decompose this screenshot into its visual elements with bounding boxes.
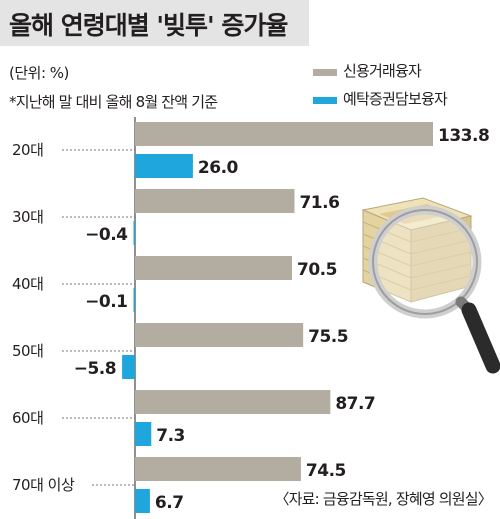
bar-credit (135, 323, 304, 347)
legend-label-credit: 신용거래융자 (343, 62, 422, 80)
bar-securities (133, 221, 135, 245)
value-label-securities: 26.0 (198, 158, 239, 178)
value-label-securities: −5.8 (74, 359, 116, 379)
value-label-securities: 7.3 (156, 426, 185, 446)
bar-securities (133, 288, 135, 312)
category-label: 30대 (12, 208, 43, 226)
value-label-credit: 87.7 (335, 394, 375, 414)
value-label-credit: 70.5 (297, 260, 337, 280)
legend-label-securities: 예탁증권담보융자 (343, 90, 448, 108)
bar-credit (135, 457, 301, 481)
bar-credit (135, 256, 293, 280)
category-label: 60대 (12, 409, 43, 427)
source-label: 〈자료: 금융감독원, 장혜영 의원실〉 (274, 490, 492, 508)
legend-swatch-credit (313, 69, 337, 76)
bar-credit (135, 189, 295, 213)
bar-securities (135, 154, 193, 178)
chart-title: 올해 연령대별 '빚투' 증가율 (9, 11, 288, 40)
bar-securities (135, 489, 150, 513)
category-label: 70대 이상 (12, 476, 75, 494)
value-label-credit: 71.6 (299, 193, 339, 213)
value-label-credit: 74.5 (306, 461, 346, 481)
money-stack-magnifier-icon (361, 197, 500, 374)
category-label: 40대 (12, 275, 43, 293)
value-label-credit: 75.5 (308, 327, 348, 347)
value-label-securities: −0.1 (85, 292, 127, 312)
category-label: 20대 (12, 141, 43, 159)
title-bar (0, 0, 309, 46)
legend-swatch-securities (313, 97, 337, 104)
category-label: 50대 (12, 342, 43, 360)
bar-credit (135, 122, 433, 146)
bar-credit (135, 390, 331, 414)
bar-securities (135, 422, 152, 446)
bar-securities (122, 355, 135, 379)
value-label-securities: 6.7 (155, 493, 184, 513)
footnote: *지난해 말 대비 올해 8월 잔액 기준 (9, 93, 218, 111)
unit-label: (단위: %) (9, 64, 69, 82)
value-label-securities: −0.4 (85, 225, 128, 245)
value-label-credit: 133.8 (438, 126, 489, 146)
